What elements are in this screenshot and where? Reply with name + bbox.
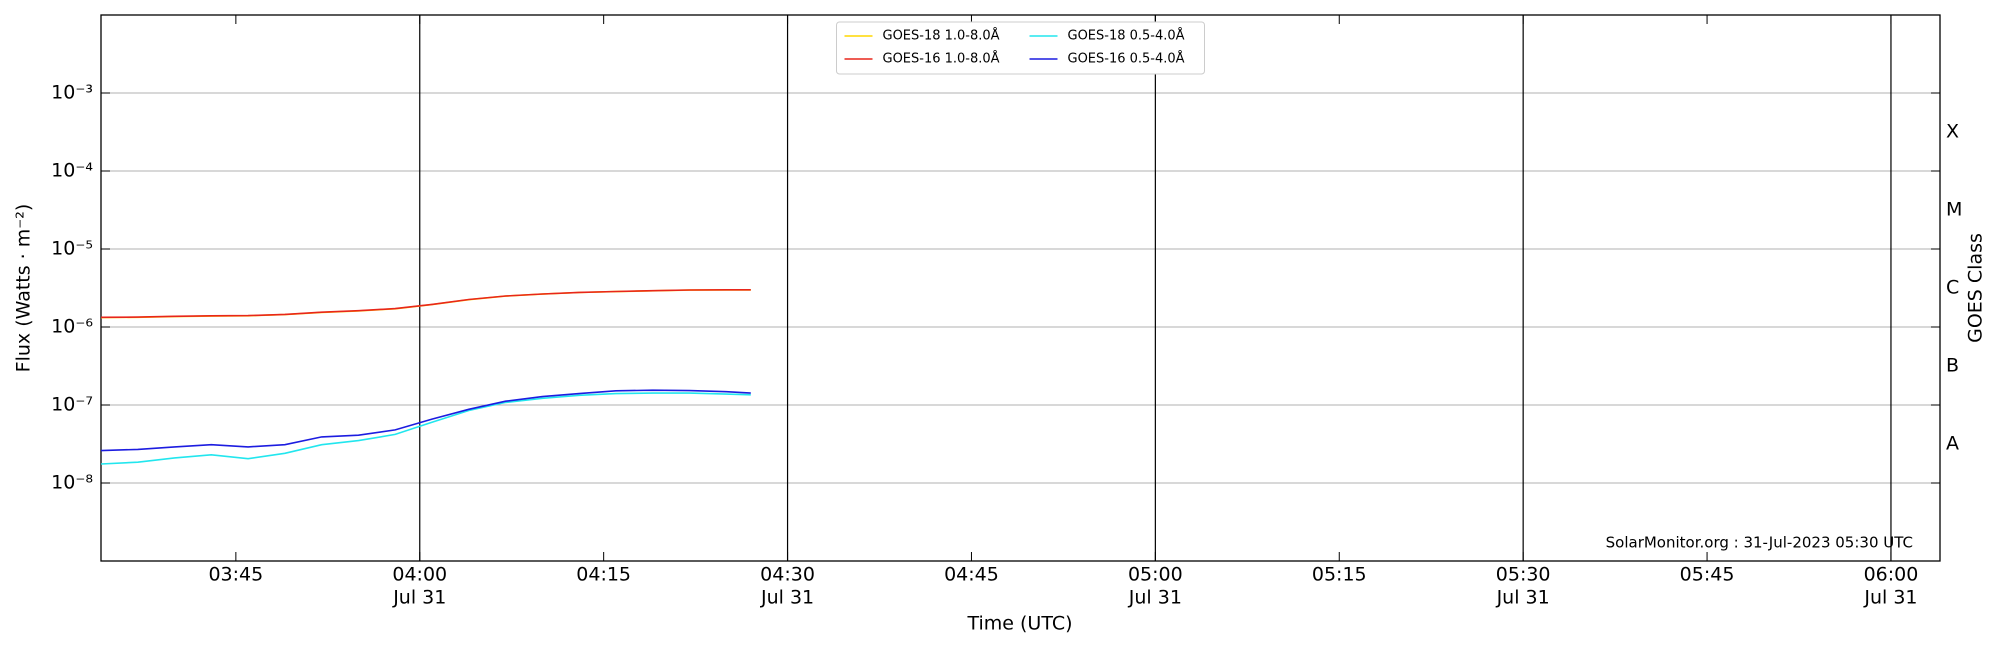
class-label: C <box>1946 277 1959 299</box>
y2-axis-label: GOES Class <box>1965 233 1987 343</box>
x-tick-label: 04:00 <box>392 564 447 586</box>
x-tick-label: 06:00 <box>1864 564 1919 586</box>
series-line <box>100 289 751 319</box>
x-axis-label: Time (UTC) <box>966 613 1072 635</box>
x-tick-sublabel: Jul 31 <box>760 587 814 609</box>
legend-label: GOES-16 0.5-4.0Å <box>1068 51 1185 67</box>
series-line <box>100 389 751 452</box>
plot-frame <box>100 14 1941 562</box>
class-label: X <box>1946 121 1959 143</box>
class-label: A <box>1946 433 1959 455</box>
legend-label: GOES-18 1.0-8.0Å <box>883 28 1000 44</box>
x-tick-label: 05:45 <box>1680 564 1735 586</box>
x-tick-label: 05:00 <box>1128 564 1183 586</box>
x-tick-label: 03:45 <box>208 564 263 586</box>
legend-box <box>836 21 1205 75</box>
x-tick-sublabel: Jul 31 <box>1496 587 1550 609</box>
y-tick-label: 10⁻³ <box>51 82 93 104</box>
y-tick-label: 10⁻⁵ <box>51 238 93 260</box>
series-line <box>100 392 751 465</box>
y-tick-label: 10⁻⁶ <box>51 316 93 338</box>
legend-label: GOES-18 0.5-4.0Å <box>1068 28 1185 44</box>
x-tick-sublabel: Jul 31 <box>392 587 446 609</box>
legend-label: GOES-16 1.0-8.0Å <box>883 51 1000 67</box>
legend: GOES-18 1.0-8.0Å GOES-16 1.0-8.0Å GOES-18 … <box>836 21 1205 75</box>
y-tick-label: 10⁻⁴ <box>51 160 93 182</box>
x-tick-sublabel: Jul 31 <box>1863 587 1917 609</box>
x-tick-label: 05:15 <box>1312 564 1367 586</box>
series-line <box>100 289 751 319</box>
y-tick-label: 10⁻⁷ <box>51 394 93 416</box>
annotation: SolarMonitor.org : 31-Jul-2023 05:30 UTC <box>1606 534 1913 552</box>
x-tick-label: 04:30 <box>760 564 815 586</box>
x-tick-label: 04:45 <box>944 564 999 586</box>
y-axis-label: Flux (Watts · m⁻²) <box>13 204 35 373</box>
x-tick-label: 05:30 <box>1496 564 1551 586</box>
x-tick-sublabel: Jul 31 <box>1128 587 1182 609</box>
class-label: M <box>1946 199 1962 221</box>
x-tick-label: 04:15 <box>576 564 631 586</box>
class-label: B <box>1946 355 1959 377</box>
y-tick-label: 10⁻⁸ <box>51 472 93 494</box>
